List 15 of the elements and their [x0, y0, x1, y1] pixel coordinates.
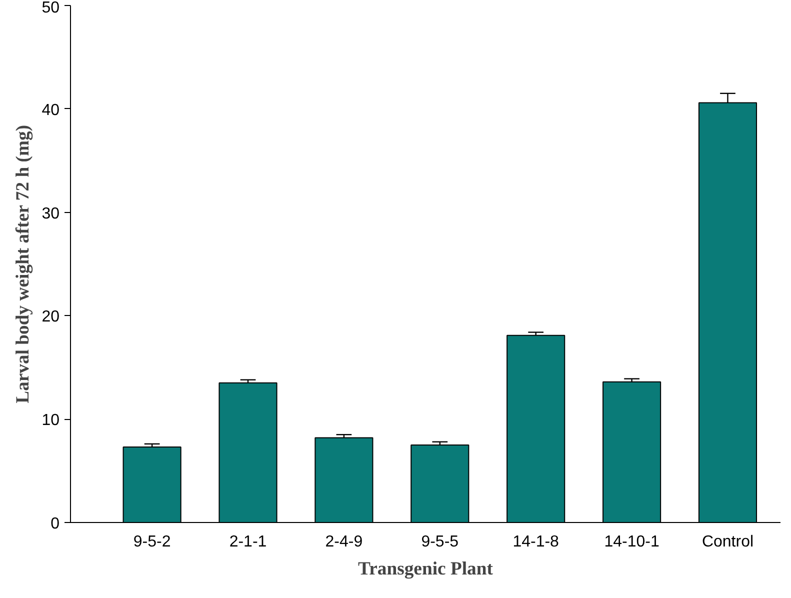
x-axis-title: Transgenic Plant [358, 558, 494, 580]
x-tick-label: 9-5-2 [133, 534, 171, 550]
y-tick-label: 0 [50, 516, 60, 532]
x-tick-label: 14-10-1 [604, 534, 660, 550]
y-tick-label: 50 [42, 0, 60, 16]
y-tick-label: 10 [42, 412, 60, 430]
y-tick-label: 40 [42, 102, 60, 119]
x-tick-label: 2-4-9 [325, 534, 363, 550]
y-axis-title: Larval body weight after 72 h (mg) [12, 124, 34, 404]
x-tick-label: 2-1-1 [229, 534, 267, 550]
x-tick-label: Control [702, 534, 754, 550]
y-tick-label: 30 [42, 205, 60, 222]
x-tick-label: 9-5-5 [421, 534, 459, 550]
y-tick-label: 20 [42, 308, 60, 326]
x-tick-label: 14-1-8 [512, 534, 560, 550]
